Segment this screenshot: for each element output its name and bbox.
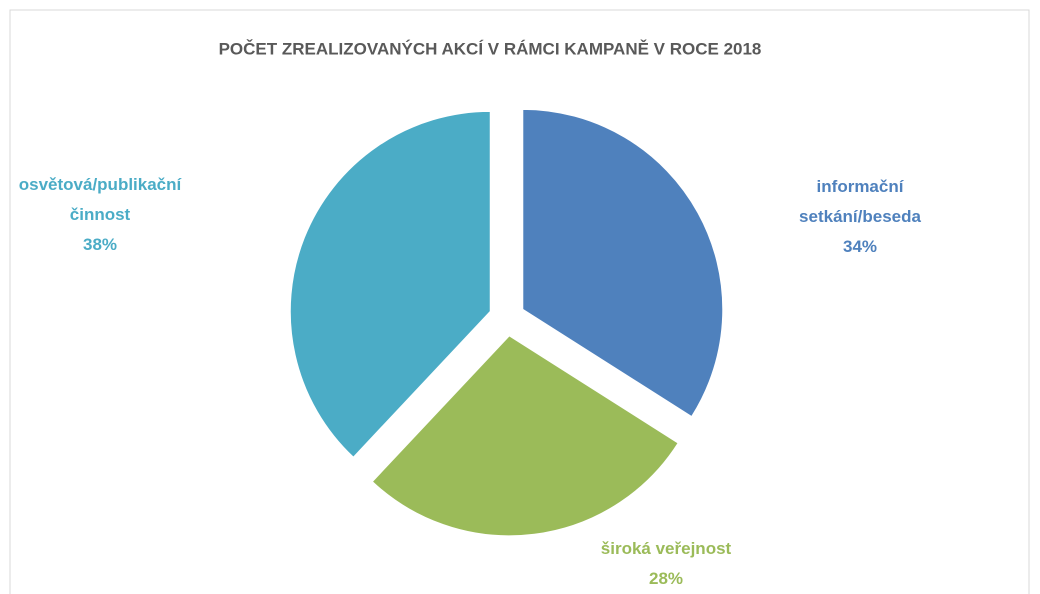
chart-title: POČET ZREALIZOVANÝCH AKCÍ V RÁMCI KAMPAN… bbox=[219, 39, 762, 58]
pie-slice bbox=[522, 108, 724, 418]
data-label: informační setkání/beseda 34% bbox=[770, 172, 950, 262]
data-label: osvětová/publikační činnost 38% bbox=[0, 170, 200, 260]
value-label: 38% bbox=[82, 235, 118, 254]
value-label: 34% bbox=[842, 237, 878, 256]
category-label: široká veřejnost bbox=[600, 539, 732, 558]
pie-slice bbox=[289, 110, 491, 458]
category-label: informační setkání/beseda bbox=[799, 177, 921, 226]
pie-slice bbox=[371, 335, 679, 537]
value-label: 28% bbox=[648, 569, 684, 588]
data-label: široká veřejnost 28% bbox=[556, 534, 776, 594]
category-label: osvětová/publikační činnost bbox=[18, 175, 182, 224]
